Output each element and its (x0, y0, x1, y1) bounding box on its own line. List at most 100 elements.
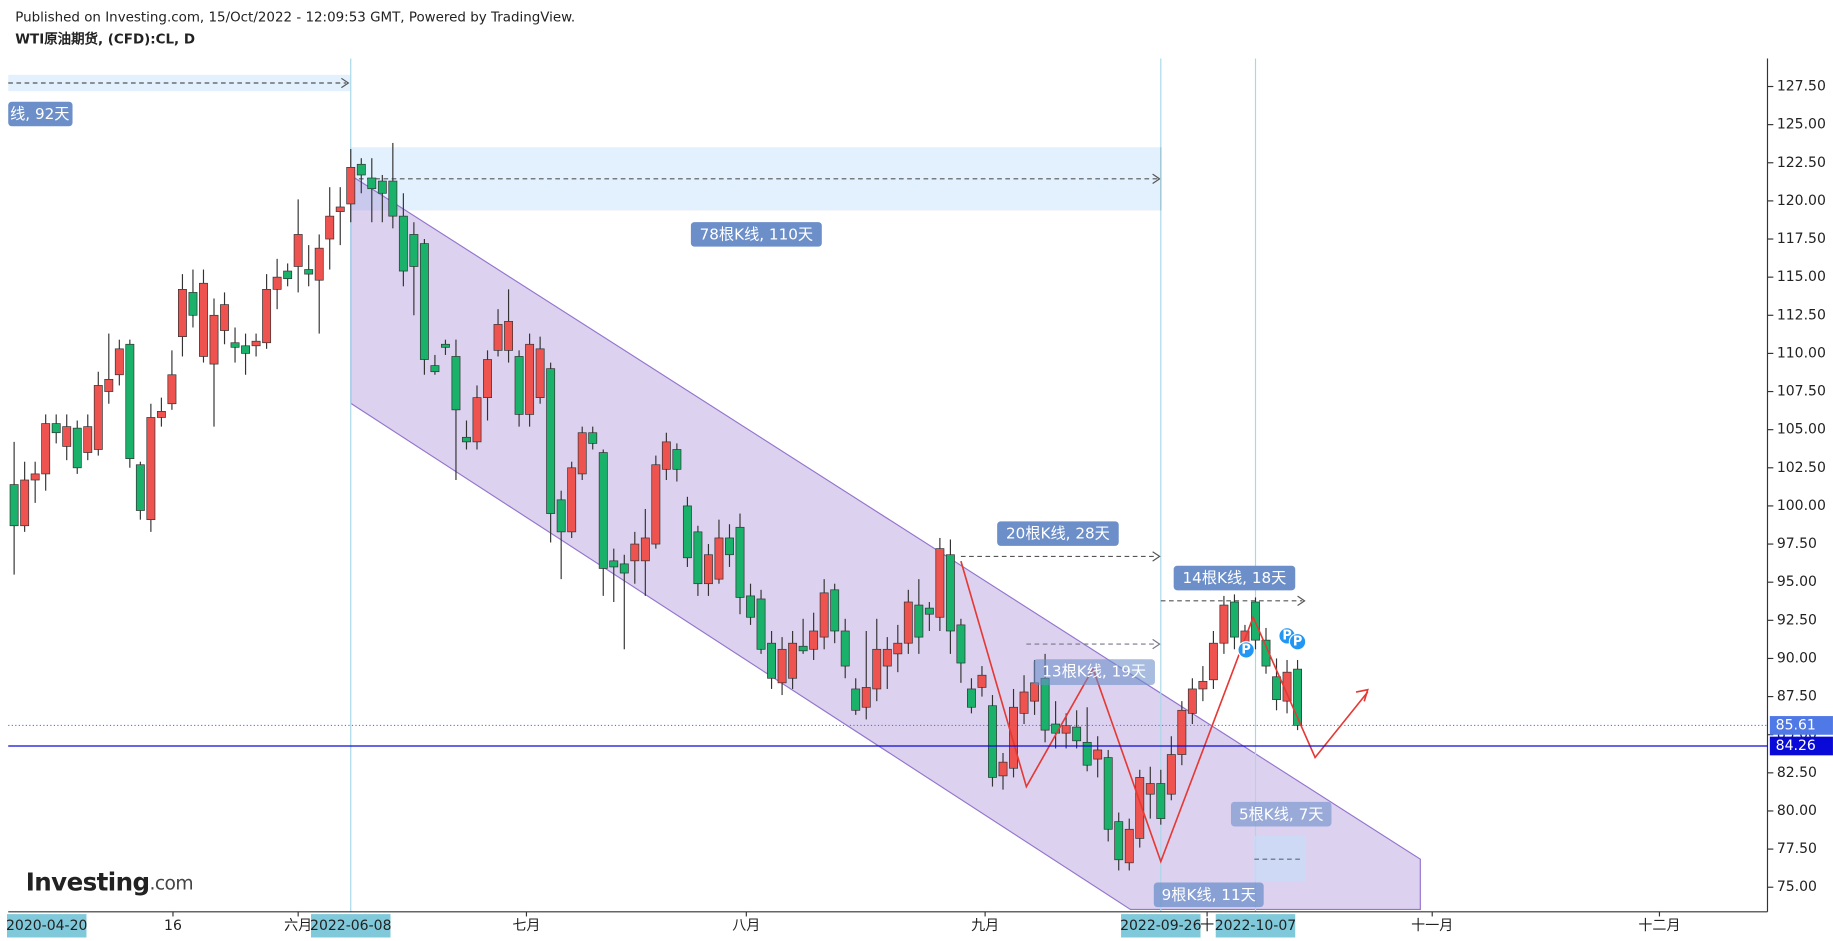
candle-body (1040, 677, 1050, 731)
logo-name: Investing (26, 868, 150, 897)
candle-body (430, 365, 440, 373)
candle-body (619, 563, 629, 574)
candle-body (199, 282, 208, 357)
candle-body (104, 378, 114, 392)
candle-body (977, 674, 987, 688)
candle-body (1135, 777, 1145, 839)
candle-body (746, 595, 755, 618)
candle-body (693, 531, 703, 585)
candle-body (41, 423, 51, 475)
x-tick-label: 十 (1200, 918, 1214, 934)
pivot-label: P (1282, 628, 1291, 643)
annotation: 5根K线, 7天 (1239, 805, 1324, 823)
candle-body (914, 604, 924, 638)
candle-body (788, 642, 798, 679)
y-tick-label: 115.00 (1777, 269, 1826, 285)
candle-body (924, 607, 934, 615)
candle-body (419, 243, 429, 360)
logo: Investing.com (26, 868, 193, 897)
arrow-head (1152, 638, 1161, 650)
y-tick-label: 112.50 (1777, 307, 1826, 323)
x-tick-highlight (1121, 914, 1201, 938)
candle-body (1272, 676, 1281, 700)
candle-body (998, 761, 1008, 777)
pivot-label: P (1293, 634, 1302, 649)
candle-body (1009, 706, 1018, 769)
candle-body (1061, 725, 1071, 734)
y-tick-label: 97.50 (1777, 536, 1817, 552)
price-label: 85.61 (1776, 717, 1816, 733)
x-tick-highlight (1215, 914, 1296, 938)
candle-body (335, 206, 345, 212)
x-tick-highlight (6, 914, 87, 938)
candle-body (714, 537, 724, 580)
price-label-box (1769, 736, 1833, 756)
candle-body (209, 314, 219, 365)
candle-body (967, 688, 976, 708)
candle-body (609, 560, 619, 568)
y-tick-label: 110.00 (1777, 345, 1826, 361)
candle-body (440, 343, 450, 348)
arrow-head (341, 77, 350, 89)
candle-body (872, 648, 882, 690)
candle-body (1082, 741, 1092, 766)
annotation: 20根K线, 28天 (1006, 525, 1110, 543)
candle-body (672, 449, 682, 470)
candle-body (956, 624, 966, 664)
candle-body (588, 432, 598, 444)
candle-body (514, 356, 524, 415)
candle-body (20, 479, 30, 527)
candle-body (725, 537, 734, 556)
candle-body (1230, 601, 1239, 638)
y-tick-label: 95.00 (1777, 574, 1817, 590)
candle-body (504, 321, 514, 351)
candle-body (356, 163, 366, 176)
candle-body (146, 417, 156, 521)
y-tick-label: 102.50 (1777, 460, 1826, 476)
candle-body (882, 648, 892, 667)
pivot-marker (1288, 632, 1307, 651)
candle-body (893, 642, 903, 655)
candle-body (451, 356, 461, 411)
candle-body (704, 554, 713, 585)
candle-body (851, 688, 861, 711)
y-tick-label: 105.00 (1777, 422, 1826, 438)
candle-body (1293, 668, 1303, 726)
candle-body (630, 543, 640, 562)
annotation: 线, 92天 (10, 105, 69, 123)
candle-body (1208, 642, 1218, 681)
arrow-head (1152, 551, 1161, 562)
candle-body (125, 343, 135, 460)
candle-body (546, 368, 556, 514)
candle-body (535, 348, 545, 398)
candle-body (230, 342, 240, 348)
candle-body (1198, 680, 1208, 690)
candle-body (777, 648, 787, 684)
drawings (8, 58, 1421, 912)
label-box (1173, 565, 1296, 591)
candle-body (472, 397, 482, 443)
candle-body (483, 359, 492, 398)
y-tick-label: 100.00 (1777, 498, 1826, 514)
annotation: 14根K线, 18天 (1183, 569, 1287, 587)
candle-body (1072, 726, 1082, 742)
x-tick-label: 七月 (512, 918, 540, 934)
candle-body (1219, 604, 1229, 644)
y-tick-label: 75.00 (1777, 879, 1817, 895)
candle-body (1019, 691, 1029, 714)
candle-body (830, 589, 840, 632)
candle-body (988, 705, 997, 778)
symbol-title: WTI原油期货, (CFD):CL, D (15, 31, 195, 48)
candle-body (861, 687, 871, 708)
label-box (690, 222, 822, 247)
arrow-head (1355, 688, 1369, 702)
candle-body (756, 598, 766, 650)
x-tick-label: 十二月 (1638, 918, 1680, 934)
candle-body (304, 269, 314, 275)
candle-body (903, 601, 913, 644)
channel (350, 174, 1421, 911)
candle-body (409, 234, 419, 267)
candle-body (1093, 749, 1103, 760)
